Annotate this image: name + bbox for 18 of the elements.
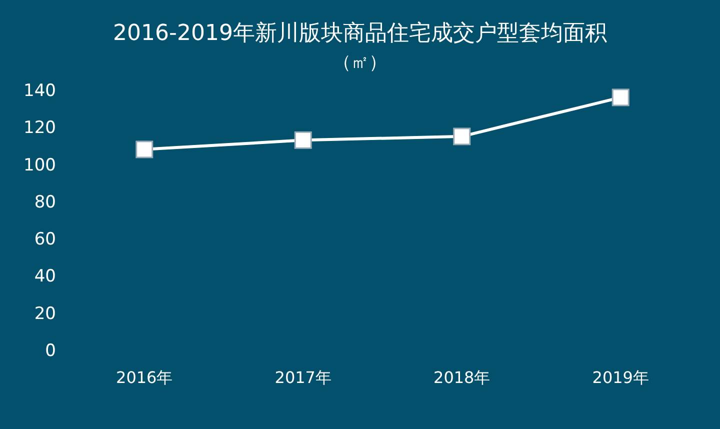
x-tick-label: 2017年 — [274, 368, 332, 387]
y-tick-label: 100 — [24, 155, 56, 176]
y-tick-label: 140 — [24, 81, 56, 101]
point — [612, 88, 630, 106]
x-tick-label: 2016年 — [116, 368, 173, 387]
x-tick-label: 2019年 — [592, 368, 649, 387]
chart-title: 2016-2019年新川版块商品住宅成交户型套均面积 — [113, 21, 607, 46]
y-tick-label: 120 — [24, 118, 56, 138]
point — [453, 128, 471, 146]
chart-subtitle: （㎡） — [333, 52, 387, 73]
y-tick-label: 80 — [34, 192, 56, 212]
x-tick-label: 2018年 — [434, 368, 490, 387]
y-tick-label: 60 — [34, 230, 56, 250]
point — [136, 140, 154, 158]
y-tick-label: 20 — [34, 304, 56, 324]
point — [294, 131, 312, 149]
y-tick-label: 0 — [45, 341, 56, 361]
y-tick-label: 40 — [34, 266, 56, 287]
